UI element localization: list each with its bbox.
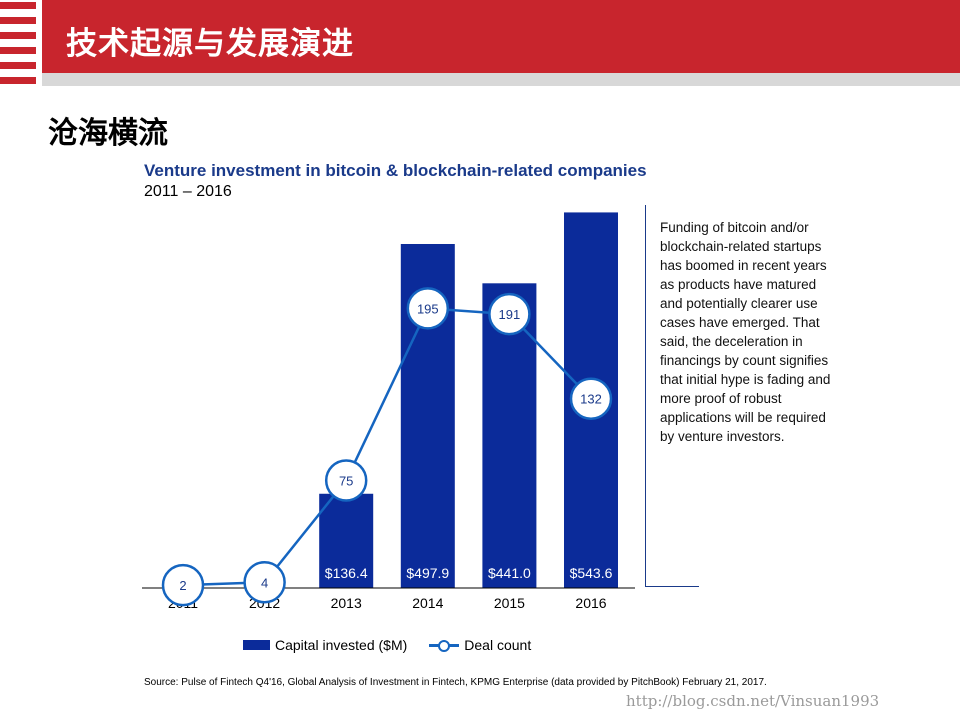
chart-title: Venture investment in bitcoin & blockcha…	[144, 161, 647, 180]
legend-line-swatch	[429, 640, 460, 652]
deal-label-2015: 191	[499, 307, 521, 322]
header-shadow	[42, 73, 960, 86]
deal-label-2012: 4	[261, 575, 268, 590]
chart-note: Funding of bitcoin and/or blockchain-rel…	[660, 220, 831, 444]
section-title: 沧海横流	[48, 116, 168, 151]
deal-label-2014: 195	[417, 301, 439, 316]
x-tick-2016: 2016	[575, 595, 606, 611]
x-tick-2015: 2015	[494, 595, 525, 611]
legend-item-deals: Deal count	[429, 637, 531, 653]
deal-point-2011	[161, 563, 205, 607]
bar-label-2015: $441.0	[488, 565, 531, 581]
source-note: Source: Pulse of Fintech Q4'16, Global A…	[144, 677, 767, 688]
deal-label-2011: 2	[179, 578, 186, 593]
deal-point-2015	[488, 292, 531, 336]
chart-subtitle: 2011 – 2016	[144, 183, 232, 200]
slide-title: 技术起源与发展演进	[66, 26, 354, 62]
deal-label-2016: 132	[580, 392, 602, 407]
deal-label-2013: 75	[339, 473, 353, 488]
deal-point-2016	[569, 377, 613, 420]
deal-point-2013	[324, 459, 368, 502]
bar-2013	[319, 493, 374, 588]
watermark: http://blog.csdn.net/Vinsuan1993	[626, 692, 880, 710]
bar-label-2014: $497.9	[406, 565, 449, 581]
x-tick-2013: 2013	[331, 595, 362, 611]
legend-bar-swatch	[243, 640, 270, 650]
bar-label-2016: $543.6	[570, 565, 613, 581]
deal-point-2014	[406, 287, 450, 330]
bar-label-2013: $136.4	[325, 565, 368, 581]
legend-label-deals: Deal count	[464, 637, 532, 653]
note-rule	[645, 205, 646, 587]
legend-item-capital: Capital invested ($M)	[243, 637, 407, 653]
header-bar: 技术起源与发展演进	[42, 0, 960, 73]
legend-label-capital: Capital invested ($M)	[275, 637, 408, 653]
header-stripes	[0, 0, 42, 86]
note-rule-bottom	[645, 586, 699, 587]
deal-point-2012	[243, 561, 286, 604]
x-tick-2014: 2014	[412, 595, 443, 611]
chart-legend: Capital invested ($M) Deal count	[243, 637, 553, 653]
